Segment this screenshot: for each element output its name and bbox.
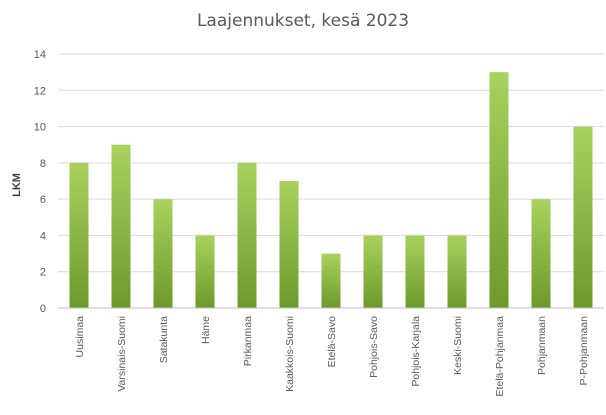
y-tick-label: 10 <box>34 122 46 134</box>
bar-pirkanmaa <box>237 162 257 308</box>
x-category-label: Varsinais-Suomi <box>116 316 128 392</box>
y-tick-label: 14 <box>34 49 46 61</box>
x-category-label: Häme <box>200 316 212 344</box>
y-tick-label: 6 <box>40 194 46 206</box>
bar-keski-suomi <box>447 235 467 308</box>
bar-etel-pohjanmaa <box>489 72 509 309</box>
bar-pohjois-savo <box>363 235 383 308</box>
gridlines <box>58 53 604 273</box>
y-tick-label: 8 <box>40 158 46 170</box>
y-axis-ticks: 0 2 4 6 8 10 12 14 <box>34 49 46 315</box>
bar-etel-savo <box>321 253 341 308</box>
y-tick-label: 0 <box>40 303 46 315</box>
x-category-label: Keski-Suomi <box>452 316 464 375</box>
x-category-label: P-Pohjanmaan <box>578 316 590 386</box>
x-category-label: Pohjanmaan <box>536 316 548 375</box>
x-category-label: Kaakkois-Suomi <box>284 316 296 392</box>
bar-h-me <box>195 235 215 308</box>
bars <box>69 72 593 309</box>
x-category-label: Pirkanmaa <box>242 316 254 366</box>
bar-varsinais-suomi <box>111 144 131 308</box>
bar-kaakkois-suomi <box>279 181 299 308</box>
y-tick-label: 4 <box>40 230 46 242</box>
bar-pohjois-karjala <box>405 235 425 308</box>
x-category-label: Uusimaa <box>74 316 86 358</box>
x-category-label: Etelä-Pohjanmaa <box>494 316 506 397</box>
x-category-label: Satakunta <box>158 316 170 363</box>
y-axis-label: LKM <box>11 173 23 197</box>
x-category-label: Etelä-Savo <box>326 316 338 368</box>
x-category-label: Pohjois-Karjala <box>410 316 422 387</box>
y-tick-label: 2 <box>40 267 46 279</box>
chart-title: Laajennukset, kesä 2023 <box>197 11 409 31</box>
bar-satakunta <box>153 199 173 308</box>
x-category-label: Pohjois-Savo <box>368 316 380 378</box>
bar-uusimaa <box>69 162 89 308</box>
bar-p-pohjanmaan <box>573 126 593 308</box>
y-tick-label: 12 <box>34 85 46 97</box>
x-axis-categories: Uusimaa Varsinais-Suomi Satakunta Häme Pirka… <box>74 316 590 397</box>
bar-pohjanmaan <box>531 199 551 308</box>
